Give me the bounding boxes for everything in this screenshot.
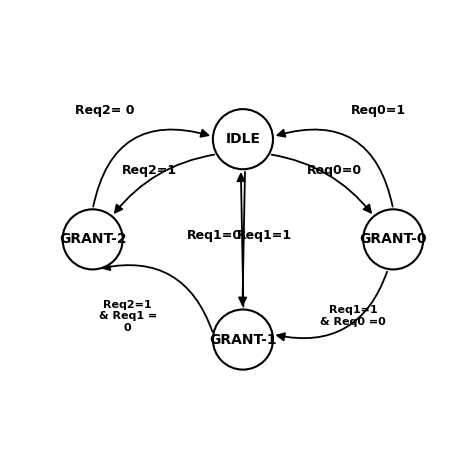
- Text: Req1=0: Req1=0: [187, 229, 242, 242]
- Text: Req1=1: Req1=1: [237, 229, 292, 242]
- Text: Req2=1: Req2=1: [122, 164, 177, 177]
- Text: Req0=1: Req0=1: [351, 104, 406, 117]
- Text: GRANT-2: GRANT-2: [59, 232, 127, 246]
- Text: GRANT-0: GRANT-0: [359, 232, 427, 246]
- Text: GRANT-1: GRANT-1: [209, 333, 277, 346]
- Text: Req2=1
& Req1 =
0: Req2=1 & Req1 = 0: [99, 300, 157, 333]
- Text: IDLE: IDLE: [226, 132, 260, 146]
- Text: Req1=1
& Req0 =0: Req1=1 & Req0 =0: [320, 305, 386, 327]
- Circle shape: [63, 210, 123, 269]
- Circle shape: [363, 210, 423, 269]
- Text: Req2= 0: Req2= 0: [74, 104, 134, 117]
- Circle shape: [213, 109, 273, 169]
- Text: Req0=0: Req0=0: [307, 164, 362, 177]
- Circle shape: [213, 310, 273, 370]
